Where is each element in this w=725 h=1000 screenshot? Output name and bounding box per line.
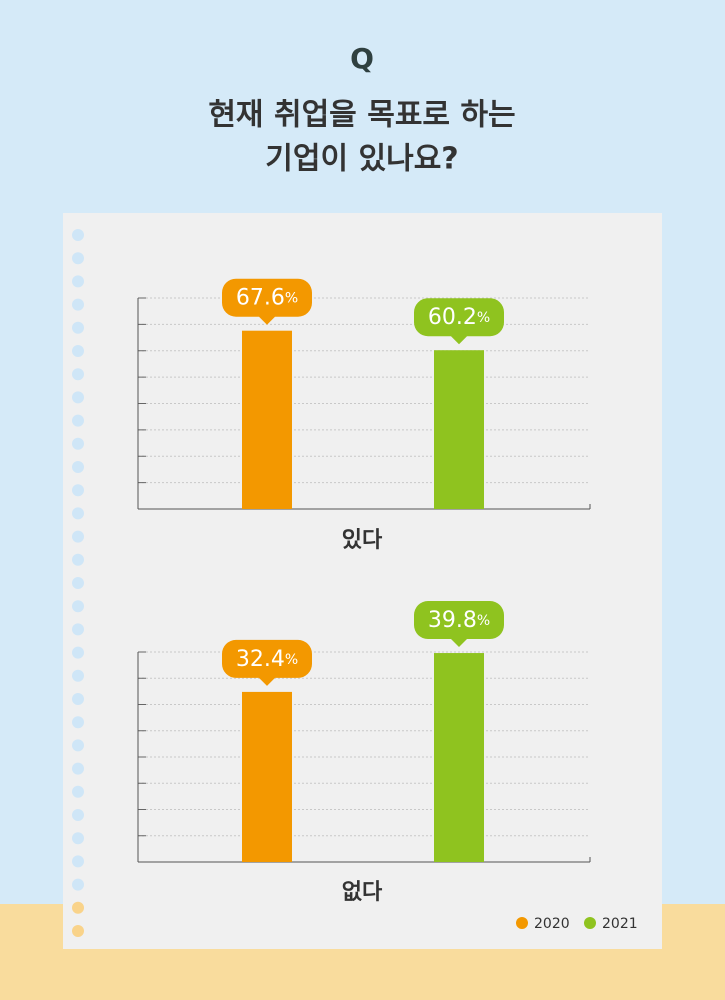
hole <box>72 229 84 241</box>
paper-holes <box>72 229 84 937</box>
bar <box>434 653 484 862</box>
hole <box>72 646 84 659</box>
bar <box>242 691 292 862</box>
q-mark: Q <box>350 42 374 75</box>
legend-label: 2020 <box>534 916 570 932</box>
hole <box>72 577 84 589</box>
hole <box>72 252 84 265</box>
category-label: 있다 <box>342 528 383 553</box>
bar <box>434 350 484 509</box>
hole <box>72 739 84 752</box>
hole <box>72 321 84 334</box>
hole <box>72 461 84 473</box>
value-label: 32.4% <box>236 647 298 672</box>
hole <box>72 623 84 636</box>
title-line: 기업이 있나요? <box>265 142 458 177</box>
hole <box>72 437 84 450</box>
hole <box>72 553 84 566</box>
hole <box>72 716 84 729</box>
hole <box>72 275 84 288</box>
hole <box>72 414 84 427</box>
label-bubble <box>414 298 504 345</box>
bar <box>242 330 292 509</box>
hole <box>72 901 84 914</box>
hole <box>72 832 84 845</box>
hole <box>72 484 84 497</box>
hole <box>72 785 84 798</box>
value-label: 67.6% <box>236 286 298 311</box>
legend-swatch <box>584 917 596 929</box>
hole <box>72 878 84 891</box>
hole <box>72 762 84 775</box>
hole <box>72 345 84 357</box>
hole <box>72 368 84 381</box>
paper <box>63 213 662 949</box>
hole <box>72 530 84 543</box>
hole <box>72 669 84 682</box>
title-line: 현재 취업을 목표로 하는 <box>208 98 515 133</box>
hole <box>72 507 84 520</box>
label-bubble <box>222 278 312 325</box>
legend-label: 2021 <box>602 916 638 932</box>
hole <box>72 925 84 937</box>
hole <box>72 693 84 705</box>
label-bubble <box>414 601 504 648</box>
hole <box>72 600 84 613</box>
hole <box>72 809 84 821</box>
value-label: 39.8% <box>428 608 490 633</box>
legend-swatch <box>516 917 528 929</box>
value-label: 60.2% <box>428 305 490 330</box>
label-bubble <box>222 639 312 686</box>
hole <box>72 298 84 311</box>
category-label: 없다 <box>342 880 383 905</box>
hole <box>72 855 84 868</box>
hole <box>72 391 84 404</box>
